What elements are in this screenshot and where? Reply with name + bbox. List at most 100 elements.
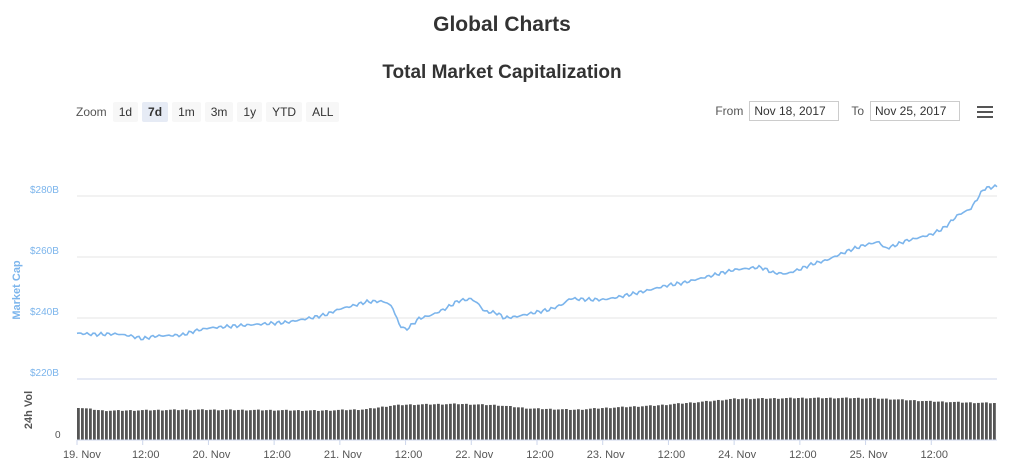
volume-bar [229, 409, 232, 440]
volume-bar [453, 403, 456, 440]
volume-bar [221, 410, 224, 440]
volume-bar [125, 410, 128, 440]
volume-bar [913, 400, 916, 440]
date-range: From To [709, 101, 960, 121]
volume-bar [413, 405, 416, 440]
volume-bar [617, 407, 620, 440]
volume-bar [925, 400, 928, 440]
y-tick-label: $240B [30, 307, 59, 318]
volume-bar [273, 410, 276, 440]
volume-bar [973, 403, 976, 440]
volume-bar [177, 410, 180, 440]
volume-bar [749, 399, 752, 440]
volume-bar [77, 408, 80, 440]
volume-bar [541, 409, 544, 440]
volume-bar [777, 398, 780, 440]
volume-bar [377, 407, 380, 440]
volume-bar [349, 409, 352, 440]
x-tick-label: 25. Nov [850, 449, 888, 461]
volume-bar [853, 398, 856, 440]
zoom-1d-button[interactable]: 1d [112, 102, 139, 122]
y-tick-label: $280B [30, 185, 59, 196]
volume-bar [809, 398, 812, 440]
volume-bar [421, 404, 424, 440]
volume-bar [697, 402, 700, 440]
volume-bar [601, 408, 604, 440]
volume-bar [549, 408, 552, 440]
volume-bar [149, 410, 152, 440]
volume-bar [313, 410, 316, 440]
volume-bar [225, 409, 228, 440]
volume-bar [869, 398, 872, 440]
volume-bar [85, 408, 88, 440]
zoom-1y-button[interactable]: 1y [237, 102, 263, 122]
to-label: To [851, 104, 864, 118]
volume-bar [985, 402, 988, 440]
volume-bar [553, 409, 556, 440]
zoom-all-button[interactable]: ALL [306, 102, 340, 122]
volume-bar [333, 410, 336, 440]
volume-bar [801, 397, 804, 440]
volume-bar [257, 409, 260, 440]
to-date-input[interactable] [870, 101, 960, 121]
zoom-label: Zoom [76, 105, 107, 119]
volume-bar [133, 410, 136, 440]
volume-bar [449, 403, 452, 440]
volume-bar [633, 406, 636, 440]
volume-bar [989, 403, 992, 440]
volume-bar [993, 403, 996, 440]
volume-bar [137, 410, 140, 440]
volume-bar [933, 401, 936, 440]
volume-bar [189, 410, 192, 440]
volume-bar [281, 410, 284, 440]
volume-bar [361, 409, 364, 440]
volume-bar [101, 410, 104, 440]
volume-bar [457, 404, 460, 440]
zoom-1m-button[interactable]: 1m [172, 102, 201, 122]
zoom-3m-button[interactable]: 3m [204, 102, 234, 122]
volume-bar [669, 404, 672, 440]
volume-bar [673, 403, 676, 440]
volume-bar [709, 401, 712, 440]
volume-bar [513, 407, 516, 440]
volume-bar [153, 410, 156, 440]
x-tick-label: 24. Nov [718, 449, 756, 461]
volume-bar [121, 410, 124, 440]
volume-bar [557, 409, 560, 440]
volume-bar [757, 398, 760, 440]
volume-bar [417, 404, 420, 440]
volume-bar [729, 398, 732, 440]
volume-bar [89, 408, 92, 440]
x-tick-label: 21. Nov [324, 449, 362, 461]
volume-bar [713, 400, 716, 440]
volume-bar [269, 409, 272, 440]
volume-bar [857, 397, 860, 440]
volume-bar [141, 410, 144, 440]
volume-bar [201, 409, 204, 440]
volume-bar [981, 402, 984, 440]
volume-bar [581, 409, 584, 440]
volume-bar [881, 398, 884, 440]
volume-bar [637, 406, 640, 440]
from-date-input[interactable] [749, 101, 840, 121]
zoom-7d-button[interactable]: 7d [142, 102, 169, 122]
volume-bar [909, 400, 912, 440]
volume-bar [381, 406, 384, 440]
volume-bar [165, 410, 168, 440]
volume-bar [693, 402, 696, 440]
volume-bar [425, 403, 428, 440]
volume-zero-label: 0 [55, 430, 61, 441]
volume-bar [117, 410, 120, 440]
volume-bar [285, 409, 288, 440]
volume-bar [725, 399, 728, 440]
volume-bar [969, 402, 972, 440]
hamburger-menu-icon[interactable] [977, 106, 993, 119]
volume-bar [277, 410, 280, 440]
volume-bar [505, 405, 508, 440]
volume-bar [181, 409, 184, 440]
zoom-ytd-button[interactable]: YTD [266, 102, 303, 122]
volume-bar [113, 410, 116, 440]
volume-bar [737, 399, 740, 440]
volume-bar [585, 409, 588, 440]
